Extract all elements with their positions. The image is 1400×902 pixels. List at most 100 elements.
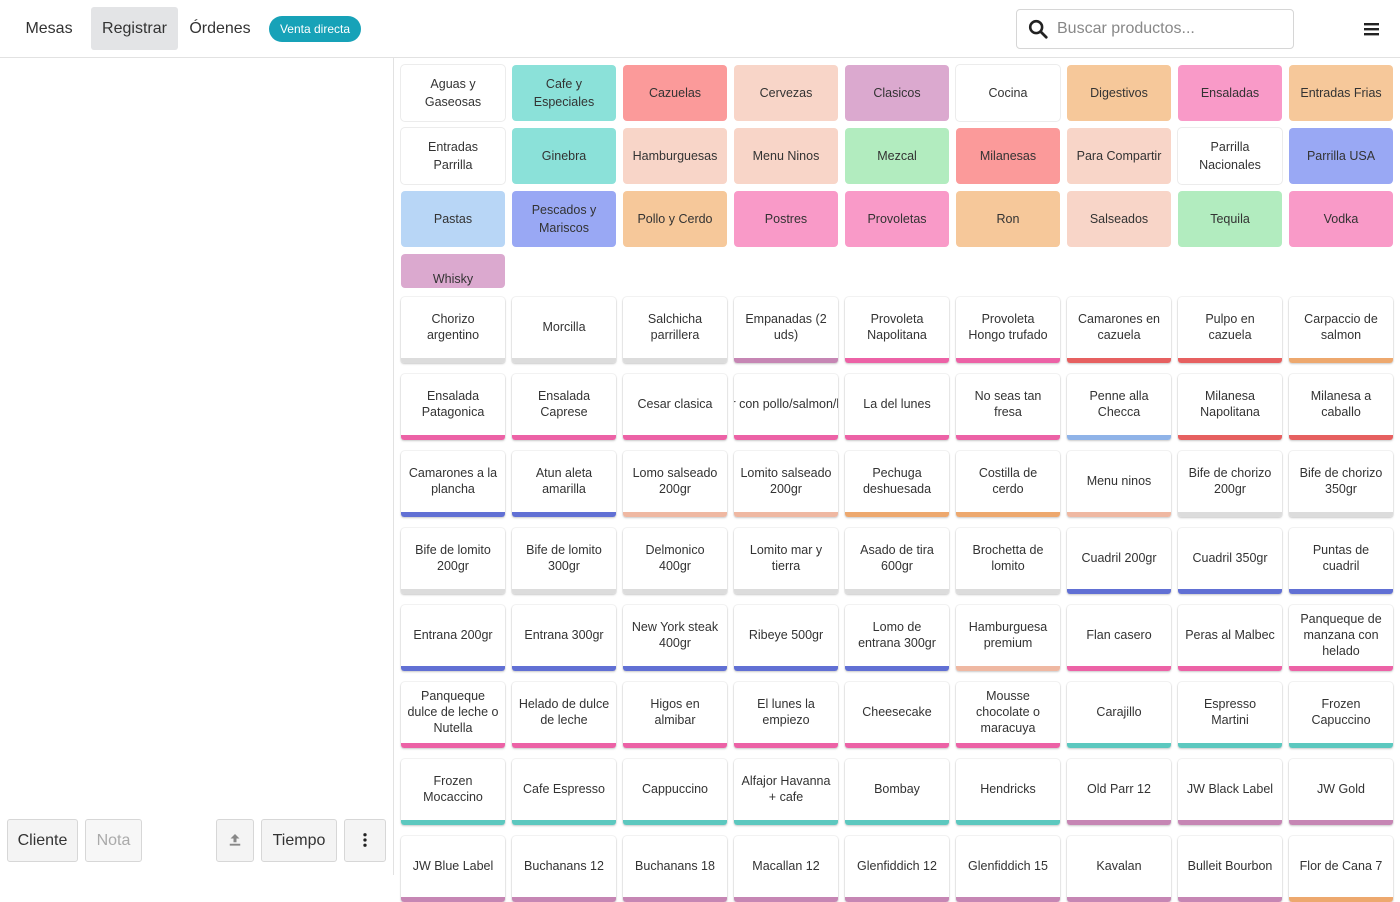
product-tile[interactable]: Cuadril 200gr <box>1067 528 1171 594</box>
product-tile[interactable]: New York steak 400gr <box>623 605 727 671</box>
product-tile[interactable]: Helado de dulce de leche <box>512 682 616 748</box>
category-tile[interactable]: Salseados <box>1067 191 1171 247</box>
product-tile[interactable]: Flor de Cana 7 <box>1289 836 1393 902</box>
product-tile[interactable]: Bombay <box>845 759 949 825</box>
category-tile[interactable]: Whisky <box>401 254 505 288</box>
product-tile[interactable]: Glenfiddich 15 <box>956 836 1060 902</box>
more-options-button[interactable] <box>344 819 386 862</box>
product-tile[interactable]: Delmonico 400gr <box>623 528 727 594</box>
category-tile[interactable]: Vodka <box>1289 191 1393 247</box>
product-tile[interactable]: Pechuga deshuesada <box>845 451 949 517</box>
product-tile[interactable]: Lomito salseado 200gr <box>734 451 838 517</box>
category-tile[interactable]: Ron <box>956 191 1060 247</box>
product-tile[interactable]: Empanadas (2 uds) <box>734 297 838 363</box>
category-tile[interactable]: Mezcal <box>845 128 949 184</box>
category-tile[interactable]: Pescados y Mariscos <box>512 191 616 247</box>
category-tile[interactable]: Clasicos <box>845 65 949 121</box>
nota-button[interactable]: Nota <box>85 819 142 862</box>
product-tile[interactable]: Frozen Capuccino <box>1289 682 1393 748</box>
search-input[interactable] <box>1057 14 1287 44</box>
product-tile[interactable]: Frozen Mocaccino <box>401 759 505 825</box>
product-tile[interactable]: No seas tan fresa <box>956 374 1060 440</box>
product-tile[interactable]: Cesar clasica <box>623 374 727 440</box>
product-tile[interactable]: Hamburguesa premium <box>956 605 1060 671</box>
product-tile[interactable]: El lunes la empiezo <box>734 682 838 748</box>
product-tile[interactable]: Costilla de cerdo <box>956 451 1060 517</box>
category-tile[interactable]: Digestivos <box>1067 65 1171 121</box>
product-tile[interactable]: Flan casero <box>1067 605 1171 671</box>
product-tile[interactable]: Lomito mar y tierra <box>734 528 838 594</box>
product-tile[interactable]: JW Blue Label <box>401 836 505 902</box>
product-tile[interactable]: Ensalada Patagonica <box>401 374 505 440</box>
product-tile[interactable]: Cappuccino <box>623 759 727 825</box>
category-tile[interactable]: Ginebra <box>512 128 616 184</box>
product-tile[interactable]: Espresso Martini <box>1178 682 1282 748</box>
product-tile[interactable]: Penne alla Checca <box>1067 374 1171 440</box>
product-tile[interactable]: JW Black Label <box>1178 759 1282 825</box>
product-tile[interactable]: Alfajor Havanna + cafe <box>734 759 838 825</box>
product-tile[interactable]: Macallan 12 <box>734 836 838 902</box>
product-tile[interactable]: Buchanans 12 <box>512 836 616 902</box>
product-tile[interactable]: Entrana 300gr <box>512 605 616 671</box>
product-tile[interactable]: Milanesa Napolitana <box>1178 374 1282 440</box>
category-tile[interactable]: Pollo y Cerdo <box>623 191 727 247</box>
product-tile[interactable]: Lomo de entrana 300gr <box>845 605 949 671</box>
category-tile[interactable]: Postres <box>734 191 838 247</box>
tab-registrar[interactable]: Registrar <box>91 7 178 50</box>
category-tile[interactable]: Cafe y Especiales <box>512 65 616 121</box>
product-tile[interactable]: Asado de tira 600gr <box>845 528 949 594</box>
product-tile[interactable]: Menu ninos <box>1067 451 1171 517</box>
product-tile[interactable]: Camarones a la plancha <box>401 451 505 517</box>
product-tile[interactable]: Ribeye 500gr <box>734 605 838 671</box>
product-tile[interactable]: La del lunes <box>845 374 949 440</box>
category-tile[interactable]: Provoletas <box>845 191 949 247</box>
product-tile[interactable]: Bife de chorizo 200gr <box>1178 451 1282 517</box>
product-tile[interactable]: Ensalada Caprese <box>512 374 616 440</box>
product-tile[interactable]: Salchicha parrillera <box>623 297 727 363</box>
tab-mesas[interactable]: Mesas <box>25 20 73 37</box>
category-tile[interactable]: Parrilla USA <box>1289 128 1393 184</box>
category-tile[interactable]: Parrilla Nacionales <box>1178 128 1282 184</box>
product-tile[interactable]: Peras al Malbec <box>1178 605 1282 671</box>
tiempo-button[interactable]: Tiempo <box>261 819 337 862</box>
search-icon[interactable] <box>1027 18 1049 40</box>
hamburger-menu-icon[interactable] <box>1360 18 1384 40</box>
product-tile[interactable]: Entrana 200gr <box>401 605 505 671</box>
product-tile[interactable]: Morcilla <box>512 297 616 363</box>
category-tile[interactable]: Tequila <box>1178 191 1282 247</box>
venta-directa-badge[interactable]: Venta directa <box>269 16 361 42</box>
product-tile[interactable]: Glenfiddich 12 <box>845 836 949 902</box>
upload-button[interactable] <box>216 819 254 862</box>
product-tile[interactable]: Pulpo en cazuela <box>1178 297 1282 363</box>
product-tile[interactable]: Hendricks <box>956 759 1060 825</box>
product-tile[interactable]: Bulleit Bourbon <box>1178 836 1282 902</box>
product-tile[interactable]: Chorizo argentino <box>401 297 505 363</box>
product-tile[interactable]: Provoleta Napolitana <box>845 297 949 363</box>
product-tile[interactable]: Panqueque dulce de leche o Nutella <box>401 682 505 748</box>
product-tile[interactable]: Cuadril 350gr <box>1178 528 1282 594</box>
product-tile[interactable]: Milanesa a caballo <box>1289 374 1393 440</box>
product-tile[interactable]: Cafe Espresso <box>512 759 616 825</box>
product-tile[interactable]: Lomo salseado 200gr <box>623 451 727 517</box>
product-tile[interactable]: Camarones en cazuela <box>1067 297 1171 363</box>
category-tile[interactable]: Entradas Frias <box>1289 65 1393 121</box>
category-tile[interactable]: Pastas <box>401 191 505 247</box>
product-tile[interactable]: Puntas de cuadril <box>1289 528 1393 594</box>
category-tile[interactable]: Milanesas <box>956 128 1060 184</box>
product-tile[interactable]: Kavalan <box>1067 836 1171 902</box>
product-tile[interactable]: Cesar con pollo/salmon/lomito <box>734 374 838 440</box>
category-tile[interactable]: Hamburguesas <box>623 128 727 184</box>
cliente-button[interactable]: Cliente <box>7 819 78 862</box>
category-tile[interactable]: Ensaladas <box>1178 65 1282 121</box>
product-tile[interactable]: JW Gold <box>1289 759 1393 825</box>
product-tile[interactable]: Carpaccio de salmon <box>1289 297 1393 363</box>
product-tile[interactable]: Bife de chorizo 350gr <box>1289 451 1393 517</box>
category-tile[interactable]: Para Compartir <box>1067 128 1171 184</box>
category-tile[interactable]: Menu Ninos <box>734 128 838 184</box>
product-tile[interactable]: Panqueque de manzana con helado <box>1289 605 1393 671</box>
category-tile[interactable]: Cocina <box>956 65 1060 121</box>
category-tile[interactable]: Cazuelas <box>623 65 727 121</box>
product-tile[interactable]: Old Parr 12 <box>1067 759 1171 825</box>
tab-ordenes[interactable]: Órdenes <box>189 20 251 37</box>
category-tile[interactable]: Aguas y Gaseosas <box>401 65 505 121</box>
